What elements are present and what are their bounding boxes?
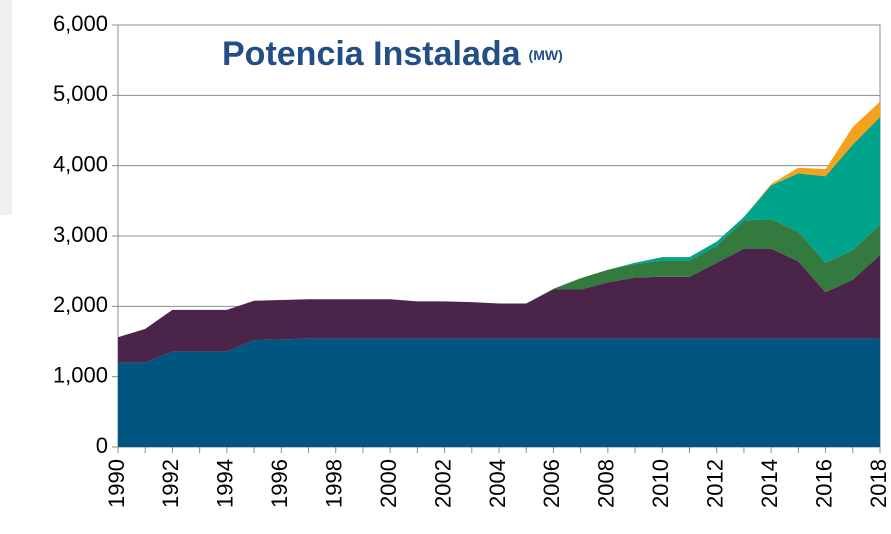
x-tick-label: 2010 [648, 459, 673, 508]
title-text: Potencia Instalada [222, 35, 522, 73]
x-tick-label: 1994 [213, 459, 238, 508]
x-tick-label: 2012 [703, 459, 728, 508]
x-tick-label: 1992 [158, 459, 183, 508]
area [118, 338, 880, 447]
y-tick-label: 5,000 [53, 81, 108, 106]
x-tick-label: 2002 [430, 459, 455, 508]
x-tick-label: 1998 [322, 459, 347, 508]
y-tick-label: 6,000 [53, 11, 108, 36]
y-tick-label: 3,000 [53, 222, 108, 247]
chart-title: Potencia Instalada (MW) [222, 35, 563, 73]
x-tick-label: 2008 [594, 459, 619, 508]
x-tick-label: 2004 [485, 459, 510, 508]
x-tick-label: 2000 [376, 459, 401, 508]
x-tick-label: 2006 [539, 459, 564, 508]
y-tick-label: 0 [96, 433, 108, 458]
y-tick-label: 4,000 [53, 151, 108, 176]
x-tick-label: 2016 [811, 459, 836, 508]
x-tick-label: 2018 [866, 459, 891, 508]
y-tick-label: 1,000 [53, 362, 108, 387]
y-tick-label: 2,000 [53, 292, 108, 317]
area [118, 248, 880, 363]
x-tick-label: 2014 [757, 459, 782, 508]
side-panel [0, 0, 12, 215]
x-tick-label: 1996 [267, 459, 292, 508]
unit-text: (MW) [529, 47, 563, 63]
x-tick-label: 1990 [104, 459, 129, 508]
